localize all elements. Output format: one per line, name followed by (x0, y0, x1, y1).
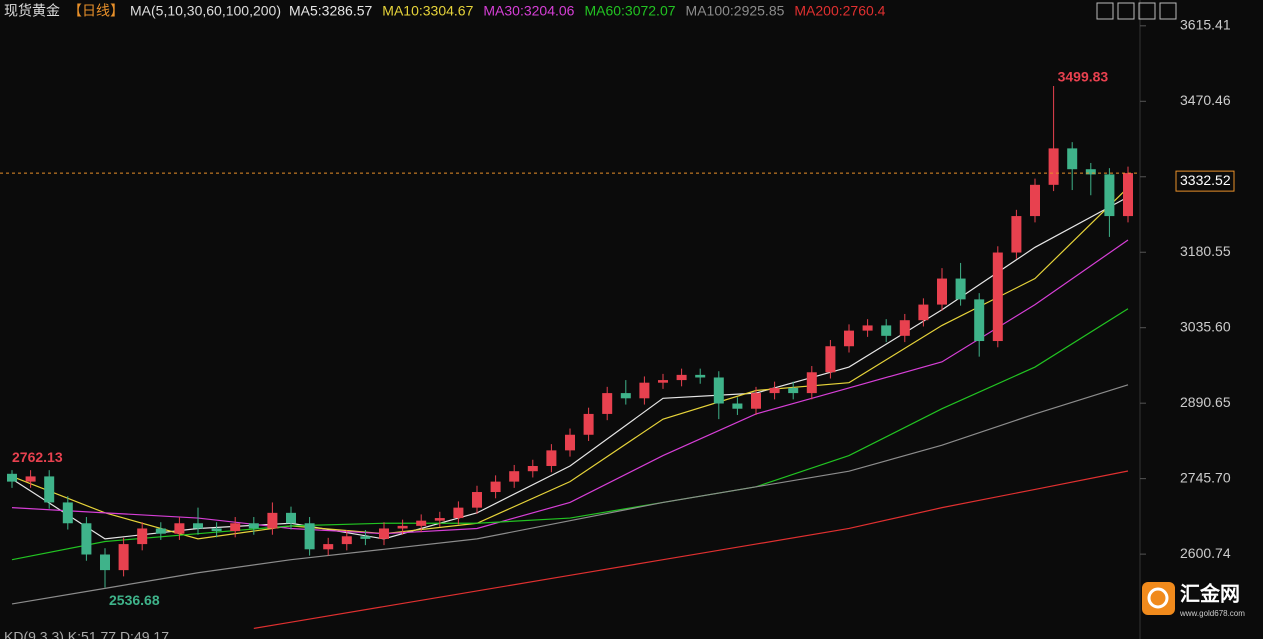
header-text: MA30:3204.06 (483, 3, 574, 19)
candle-body (137, 528, 148, 545)
candle-body (527, 465, 538, 472)
candle-body (25, 476, 36, 482)
candle-body (1011, 216, 1022, 253)
logo: 汇金网 www.gold678.com (1142, 581, 1245, 618)
header: 现货黄金 【日线】 MA(5,10,30,60,100,200) MA5:3286.5… (4, 3, 886, 19)
sub-indicator: KD(9,3,3) K:51.77 D:49.17 (4, 629, 169, 639)
y-tick-label: 2745.70 (1180, 469, 1231, 485)
candle-body (509, 471, 520, 482)
candle-body (713, 377, 724, 404)
candle-body (100, 554, 110, 571)
logo-icon (1147, 587, 1169, 609)
header-text: 现货黄金 (4, 3, 60, 19)
tool-button[interactable] (1159, 2, 1177, 20)
candle-body (397, 525, 408, 529)
candle-body (1104, 174, 1115, 217)
candle-body (360, 536, 371, 539)
header-text: MA200:2760.4 (794, 3, 885, 19)
candle-body (862, 325, 873, 331)
candle-body (1067, 148, 1078, 170)
y-tick-label: 2890.65 (1180, 394, 1231, 410)
candle-body (974, 299, 985, 342)
candle-body (379, 528, 389, 539)
candle-body (844, 330, 854, 347)
tool-button[interactable] (1117, 2, 1135, 20)
y-tick-label: 2600.74 (1180, 545, 1231, 561)
candle-body (1123, 173, 1133, 217)
candle-body (769, 387, 780, 394)
candle-body (7, 473, 17, 482)
candle-body (193, 523, 203, 529)
candle-body (155, 528, 166, 534)
candle-body (881, 325, 892, 336)
candle-body (211, 528, 222, 532)
header-text: MA(5,10,30,60,100,200) (130, 3, 281, 19)
tool-button[interactable] (1138, 2, 1156, 20)
candle-body (118, 544, 129, 571)
price-annotation: 2536.68 (109, 592, 160, 608)
candle-body (304, 523, 315, 550)
candle-body (546, 450, 557, 466)
ma-line (11, 187, 1129, 540)
candle-body (899, 320, 910, 336)
candle-body (695, 374, 706, 378)
candle-body (992, 252, 1003, 342)
candle-body (62, 502, 73, 524)
price-annotation: 2762.13 (12, 449, 63, 465)
candle-body (434, 518, 445, 521)
candle-body (286, 512, 296, 524)
last-price-box (1175, 170, 1235, 192)
candle-body (639, 382, 650, 399)
candle-body (248, 523, 259, 529)
candle-body (490, 481, 501, 493)
last-price-label: 3332.52 (1180, 172, 1231, 188)
ma-line (253, 470, 1129, 630)
candle-body (955, 278, 966, 300)
candle-body (676, 374, 687, 381)
ma-line (11, 384, 1129, 605)
price-annotation: 3499.83 (1058, 69, 1109, 85)
y-tick-label: 3180.55 (1180, 243, 1231, 259)
candle-body (732, 403, 743, 409)
candle-body (806, 372, 817, 394)
candle-body (174, 523, 185, 534)
candle-body (230, 523, 241, 532)
y-tick-label: 3470.46 (1180, 92, 1231, 108)
logo-url: www.gold678.com (1179, 609, 1245, 618)
logo-text: 汇金网 (1180, 581, 1240, 605)
candle-body (751, 393, 761, 409)
logo-icon (1142, 582, 1175, 615)
candle-body (341, 536, 352, 545)
y-tick-label: 3615.41 (1180, 17, 1231, 33)
candle-body (1030, 184, 1040, 217)
candle-body (472, 492, 482, 508)
candle-body (1085, 169, 1096, 175)
header-text: 【日线】 (68, 3, 124, 19)
candle-body (825, 346, 836, 373)
candle-body (937, 278, 947, 305)
header-text: MA5:3286.57 (289, 3, 372, 19)
y-tick-label: 3035.60 (1180, 318, 1231, 334)
header-text: MA10:3304.67 (382, 3, 473, 19)
candle-body (267, 512, 278, 529)
candle-body (620, 393, 631, 399)
candle-body (453, 507, 464, 519)
candle-body (658, 380, 668, 383)
candle-body (323, 544, 334, 550)
candle-body (81, 523, 92, 555)
candle-body (416, 520, 427, 526)
candle-body (602, 393, 613, 414)
candle-body (583, 413, 594, 435)
tool-button[interactable] (1096, 2, 1114, 20)
candle-body (565, 434, 575, 451)
toolbar[interactable] (1096, 2, 1177, 20)
candle-body (1048, 148, 1059, 185)
candle-body (788, 387, 799, 394)
candle-body (918, 304, 929, 321)
header-text: MA100:2925.85 (686, 3, 785, 19)
header-text: MA60:3072.07 (584, 3, 675, 19)
candle-body (44, 476, 55, 503)
